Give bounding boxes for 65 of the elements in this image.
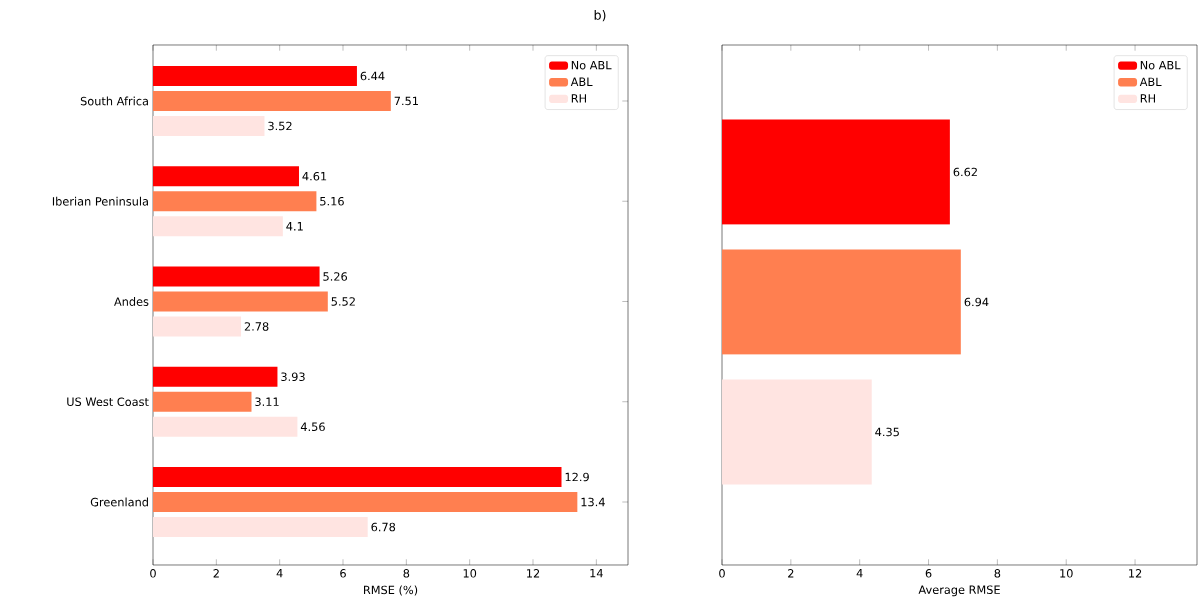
data-label: 6.78: [371, 522, 396, 532]
data-label: 6.94: [964, 297, 989, 307]
x-tick-label: 0: [719, 569, 725, 578]
bar: [153, 366, 278, 387]
data-label: 3.11: [255, 397, 279, 407]
bar: [722, 249, 961, 355]
x-tick-label: 10: [1060, 569, 1073, 578]
data-label: 7.51: [394, 96, 418, 106]
data-label: 5.52: [331, 297, 355, 306]
x-tick-label: 8: [403, 569, 410, 578]
legend-label: RH: [1140, 94, 1155, 103]
x-tick-label: 14: [590, 569, 603, 578]
x-axis-title: Average RMSE: [918, 585, 1000, 597]
x-tick-label: 8: [994, 569, 1001, 578]
x-tick-label: 4: [856, 569, 863, 578]
data-label: 4.35: [875, 427, 899, 437]
x-tick-label: 0: [150, 569, 156, 578]
bar: [153, 266, 320, 287]
data-label: 4.61: [302, 171, 327, 181]
bar: [153, 492, 578, 512]
x-tick-label: 6: [925, 569, 932, 578]
x-tick-label: 12: [527, 569, 540, 578]
data-label: 6.44: [360, 71, 385, 81]
x-tick-label: 2: [788, 569, 794, 578]
x-tick-label: 2: [213, 569, 219, 578]
data-label: 5.16: [320, 196, 344, 206]
legend-label: ABL: [570, 77, 593, 86]
data-label: 12.9: [565, 472, 589, 482]
chart-title: b): [594, 10, 606, 22]
data-label: 3.93: [281, 372, 305, 382]
data-label: 4.56: [300, 422, 325, 432]
bar: [153, 90, 391, 111]
data-label: 3.52: [268, 121, 292, 131]
bar: [153, 65, 357, 86]
data-label: 6.62: [953, 167, 977, 177]
data-label: 4.1: [286, 222, 303, 231]
y-tick-label: Greenland: [90, 497, 148, 507]
data-label: 13.4: [581, 497, 605, 507]
data-label: 5.26: [323, 272, 348, 281]
x-tick-label: 6: [340, 569, 346, 578]
data-label: 2.78: [244, 322, 269, 331]
bar: [153, 216, 283, 237]
bar: [153, 291, 328, 312]
legend-label: RH: [571, 94, 586, 103]
legend-label: No ABL: [1140, 61, 1181, 70]
bar: [153, 191, 317, 212]
bar: [722, 119, 950, 225]
legend-label: ABL: [1139, 77, 1162, 86]
y-tick-label: US West Coast: [67, 397, 149, 407]
legend-label: No ABL: [571, 60, 612, 70]
bar: [153, 166, 299, 187]
y-tick-label: Andes: [114, 297, 149, 306]
bar: [153, 316, 242, 337]
x-tick-label: 12: [1129, 569, 1142, 578]
x-tick-label: 10: [463, 569, 477, 578]
bar: [153, 115, 265, 136]
x-axis-title: RMSE (%): [364, 585, 418, 596]
bar: [722, 379, 872, 485]
y-tick-label: Iberian Peninsula: [52, 196, 148, 206]
y-tick-label: South Africa: [80, 96, 148, 106]
bar: [153, 416, 298, 437]
bar: [153, 467, 562, 487]
bar: [153, 391, 252, 412]
bar: [153, 517, 368, 537]
x-tick-label: 4: [276, 569, 283, 578]
